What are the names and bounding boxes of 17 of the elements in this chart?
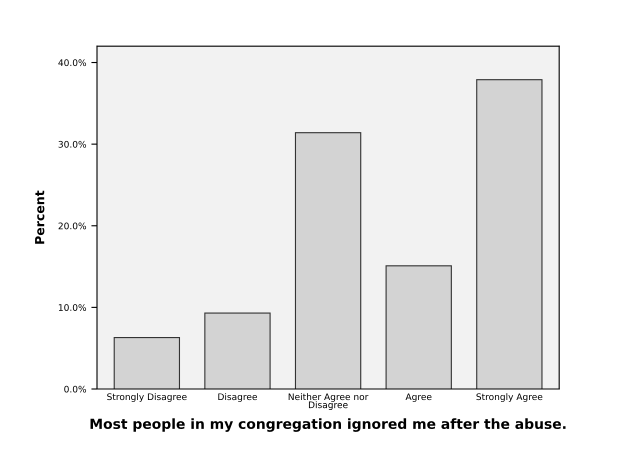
bar (204, 312, 271, 390)
x-tick-label: Strongly Agree (476, 393, 542, 402)
bar (114, 337, 180, 390)
x-axis-title: Most people in my congregation ignored me after the abuse. (90, 418, 566, 432)
y-tick-label: 20.0% (58, 222, 86, 230)
x-tick-label: Strongly Disagree (107, 393, 187, 402)
y-axis-title: Percent (35, 190, 44, 244)
x-tick-label: Neither Agree nor Disagree (288, 393, 368, 410)
x-tick-label: Agree (406, 393, 432, 402)
x-tick-label: Disagree (218, 393, 258, 402)
bar (476, 79, 543, 390)
y-tick-label: 30.0% (58, 140, 86, 148)
bar (294, 132, 362, 390)
y-tick-label: 0.0% (64, 386, 86, 393)
bar (386, 265, 452, 390)
y-tick-label: 40.0% (58, 59, 86, 66)
y-tick-label: 10.0% (58, 304, 86, 311)
